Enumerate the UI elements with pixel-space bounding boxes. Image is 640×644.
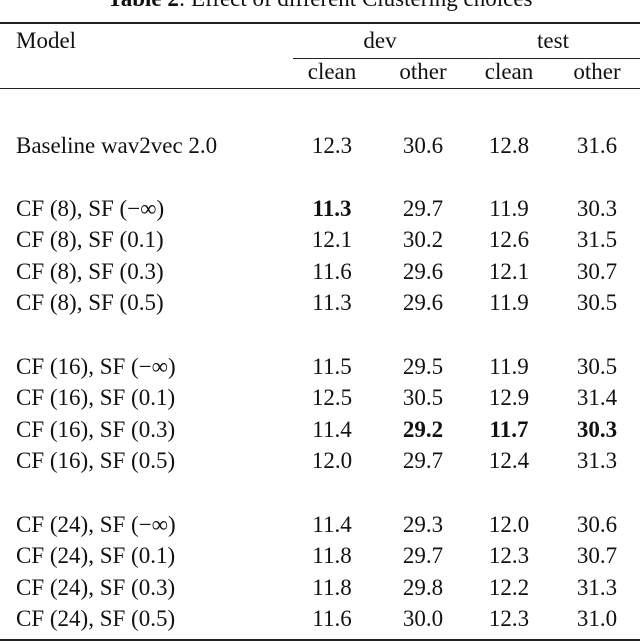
cell: 11.9 xyxy=(489,196,529,221)
cell: 30.2 xyxy=(402,227,444,253)
cell: 12.1 xyxy=(311,227,353,253)
cell: 11.9 xyxy=(489,289,529,315)
cell: 11.7 xyxy=(489,416,529,442)
cell: 31.5 xyxy=(576,227,618,253)
cell: 12.9 xyxy=(488,385,530,411)
cell: 12.0 xyxy=(311,447,353,473)
top-rule xyxy=(0,22,640,24)
header-column: clean xyxy=(484,59,534,84)
cell: 29.5 xyxy=(402,354,444,379)
cell: 11.6 xyxy=(312,605,352,631)
header-group: dev xyxy=(363,28,397,53)
header-rule xyxy=(0,88,640,89)
cell: 12.8 xyxy=(488,133,530,158)
cell: 12.4 xyxy=(488,447,530,473)
row-label: CF (8), SF (−∞) xyxy=(16,196,165,221)
caption: Table 2: Effect of different Clustering … xyxy=(108,0,533,12)
row-label: CF (16), SF (−∞) xyxy=(16,354,176,379)
cell: 12.5 xyxy=(311,385,353,411)
cell: 30.7 xyxy=(576,543,618,569)
cell: 29.8 xyxy=(402,574,444,600)
cell: 12.3 xyxy=(488,605,530,631)
cell: 29.6 xyxy=(402,258,444,284)
row-label: CF (8), SF (0.5) xyxy=(16,289,164,315)
header-column: other xyxy=(399,59,447,84)
header-column: other xyxy=(573,59,621,84)
cell: 11.6 xyxy=(312,258,352,284)
row-label: CF (24), SF (0.1) xyxy=(16,543,176,569)
caption-text: : Effect of different Clustering choices xyxy=(179,0,533,11)
cell: 29.7 xyxy=(402,447,444,473)
header-model: Model xyxy=(16,28,77,53)
cell: 30.6 xyxy=(576,512,618,537)
cell: 29.6 xyxy=(402,289,444,315)
cell: 29.3 xyxy=(402,512,444,537)
cell: 30.5 xyxy=(402,385,444,411)
cell: 29.2 xyxy=(402,416,444,442)
row-label: CF (8), SF (0.3) xyxy=(16,258,164,284)
caption-label: Table 2 xyxy=(108,0,179,11)
row-label: CF (16), SF (0.1) xyxy=(16,385,176,411)
cell: 31.4 xyxy=(576,385,618,411)
row-label: CF (8), SF (0.1) xyxy=(16,227,164,253)
row-label: CF (24), SF (0.3) xyxy=(16,574,176,600)
cell: 31.0 xyxy=(576,605,618,631)
row-label: CF (16), SF (0.3) xyxy=(16,416,176,442)
header-group: test xyxy=(537,28,569,53)
cell: 11.4 xyxy=(312,512,352,537)
cell: 30.3 xyxy=(576,416,618,442)
cell: 11.3 xyxy=(312,289,352,315)
group-rule xyxy=(293,58,640,59)
cell: 11.9 xyxy=(489,354,529,379)
cell: 12.3 xyxy=(488,543,530,569)
cell: 31.3 xyxy=(576,574,618,600)
bottom-rule xyxy=(0,639,640,641)
cell: 31.3 xyxy=(576,447,618,473)
cell: 12.0 xyxy=(488,512,530,537)
cell: 11.8 xyxy=(312,574,352,600)
row-label: CF (24), SF (−∞) xyxy=(16,512,176,537)
cell: 11.3 xyxy=(312,196,352,221)
cell: 30.3 xyxy=(576,196,618,221)
header-column: clean xyxy=(307,59,357,84)
cell: 12.2 xyxy=(488,574,530,600)
cell: 30.6 xyxy=(402,133,444,158)
row-label: CF (24), SF (0.5) xyxy=(16,605,176,631)
cell: 30.5 xyxy=(576,354,618,379)
cell: 29.7 xyxy=(402,196,444,221)
cell: 29.7 xyxy=(402,543,444,569)
cell: 30.5 xyxy=(576,289,618,315)
cell: 30.0 xyxy=(402,605,444,631)
row-label: CF (16), SF (0.5) xyxy=(16,447,176,473)
cell: 12.6 xyxy=(488,227,530,253)
cell: 12.1 xyxy=(488,258,530,284)
cell: 11.4 xyxy=(312,416,352,442)
cell: 30.7 xyxy=(576,258,618,284)
cell: 11.8 xyxy=(312,543,352,569)
row-label: Baseline wav2vec 2.0 xyxy=(16,133,218,158)
cell: 12.3 xyxy=(311,133,353,158)
cell: 11.5 xyxy=(312,354,352,379)
cell: 31.6 xyxy=(576,133,618,158)
